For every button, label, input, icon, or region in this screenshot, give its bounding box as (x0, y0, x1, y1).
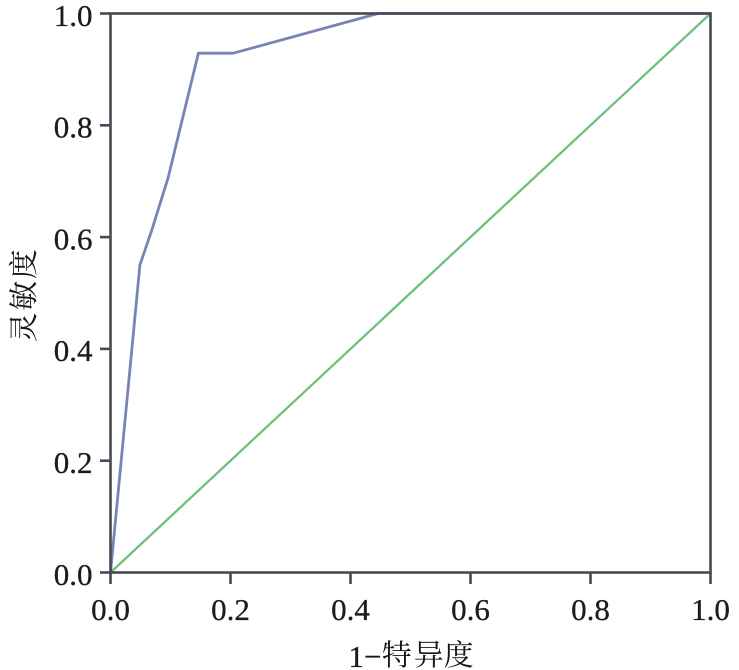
svg-text:0.4: 0.4 (54, 333, 93, 368)
svg-text:0.8: 0.8 (571, 592, 610, 627)
svg-text:0.0: 0.0 (91, 592, 130, 627)
svg-text:0.2: 0.2 (54, 445, 93, 480)
svg-text:0.6: 0.6 (54, 221, 93, 256)
svg-text:0.8: 0.8 (54, 110, 93, 145)
svg-text:0.6: 0.6 (451, 592, 490, 627)
svg-text:0.0: 0.0 (54, 557, 93, 592)
svg-text:1.0: 1.0 (54, 0, 93, 33)
svg-text:0.4: 0.4 (331, 592, 370, 627)
svg-text:1−: 1− (349, 639, 382, 670)
svg-text:1.0: 1.0 (691, 592, 730, 627)
svg-text:0.2: 0.2 (211, 592, 250, 627)
